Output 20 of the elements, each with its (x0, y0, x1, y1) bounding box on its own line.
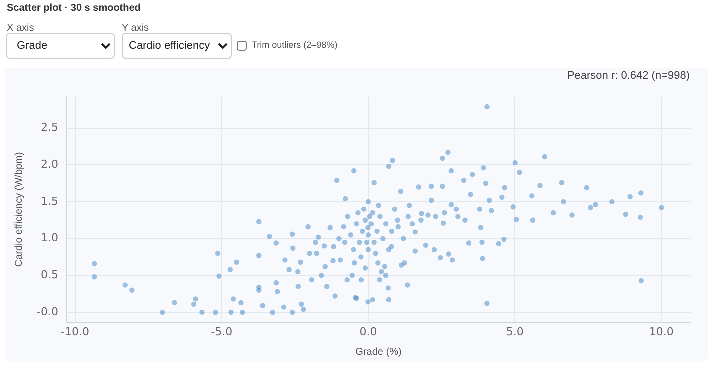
x-tick-label: -5.0 (211, 325, 233, 338)
y-tick-label: 1.0 (40, 232, 58, 245)
x-axis-title: Grade (%) (356, 346, 402, 358)
text: Y axis (122, 23, 150, 34)
text: Pearson r: 0.642 (n=998) (567, 70, 690, 82)
y-tick-label: 2.5 (40, 121, 58, 134)
y-tick-label: 0.5 (40, 268, 58, 282)
x-tick-label: 0.0 (360, 325, 378, 338)
x-tick-label: -10.0 (61, 325, 90, 338)
x-tick-label: 5.0 (506, 325, 524, 338)
x-tick-label: 10.0 (649, 325, 674, 338)
chart-title: Scatter plot · 30 s smoothed (7, 3, 141, 14)
dropdown: Cardio efficiency (122, 33, 232, 59)
y-tick-label: 1.5 (40, 194, 58, 208)
y-tick-label: 2.0 (40, 158, 58, 171)
y-tick-label: -0.0 (36, 305, 58, 318)
text: Trim outliers (2–98%) (252, 40, 338, 50)
dropdown: Grade (6, 33, 115, 59)
y-axis-title: Cardio efficiency (W/bpm) (14, 152, 25, 268)
text: X axis (7, 23, 34, 34)
